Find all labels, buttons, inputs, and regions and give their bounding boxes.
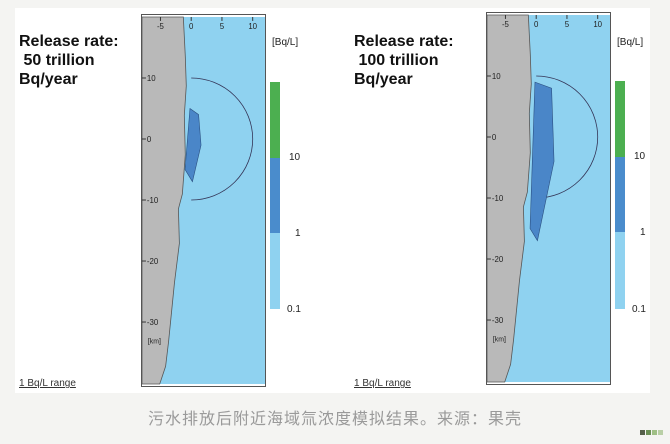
x-tick-label: -5 <box>157 22 165 31</box>
y-tick-label: 0 <box>492 133 497 142</box>
x-tick-label: -5 <box>502 20 510 29</box>
y-tick-label: -30 <box>492 316 504 325</box>
page-dot <box>646 430 651 435</box>
colorbar-label: 10 <box>634 151 646 162</box>
colorbar-label: 1 <box>295 228 301 239</box>
y-tick-label: -20 <box>147 257 159 266</box>
colorbar-low <box>615 232 625 309</box>
y-unit-label: [km] <box>148 338 161 345</box>
x-tick-label: 10 <box>248 22 257 31</box>
unit-label-left: [Bq/L] <box>272 37 299 48</box>
colorbar-label: 0.1 <box>287 304 301 315</box>
colorbar-label: 10 <box>289 152 301 163</box>
y-tick-label: -20 <box>492 255 504 264</box>
range-circle <box>191 77 254 201</box>
release-rate-title-50: Release rate: 50 trillion Bq/year <box>19 33 119 88</box>
colorbar-label: 0.1 <box>632 304 646 315</box>
page-dot <box>658 430 663 435</box>
colorbar-low <box>270 233 280 309</box>
unit-label-right: [Bq/L] <box>617 37 644 48</box>
map-50-trillion: -5 0 5 10 10 0 -10 -20 -30 [km] <box>141 14 266 387</box>
range-label-right: 1 Bq/L range <box>354 378 411 389</box>
land <box>142 16 187 385</box>
range-circle <box>536 75 599 199</box>
page-dot <box>640 430 645 435</box>
colorbar-mid <box>615 157 625 232</box>
y-unit-label: [km] <box>493 336 506 343</box>
colorbar-high <box>615 81 625 157</box>
x-tick-label: 10 <box>593 20 602 29</box>
x-tick-label: 5 <box>565 20 570 29</box>
plume <box>184 107 202 183</box>
x-tick-label: 0 <box>534 20 539 29</box>
y-tick-label: -30 <box>147 318 159 327</box>
range-label-left: 1 Bq/L range <box>19 378 76 389</box>
colorbar-label: 1 <box>640 227 646 238</box>
colorbar-high <box>270 82 280 158</box>
page-dot <box>652 430 657 435</box>
y-tick-label: 10 <box>147 74 156 83</box>
y-tick-label: -10 <box>492 194 504 203</box>
y-tick-label: 10 <box>492 72 501 81</box>
plume <box>529 81 555 242</box>
release-rate-title-100: Release rate: 100 trillion Bq/year <box>354 33 454 88</box>
x-tick-label: 5 <box>220 22 225 31</box>
y-tick-label: 0 <box>147 135 152 144</box>
land <box>487 14 532 383</box>
colorbar-mid <box>270 158 280 233</box>
x-tick-label: 0 <box>189 22 194 31</box>
map-100-trillion: -5 0 5 10 10 0 -10 -20 -30 [km] <box>486 12 611 385</box>
caption: 污水排放后附近海域氚浓度模拟结果。来源：果壳 <box>147 411 522 428</box>
y-tick-label: -10 <box>147 196 159 205</box>
